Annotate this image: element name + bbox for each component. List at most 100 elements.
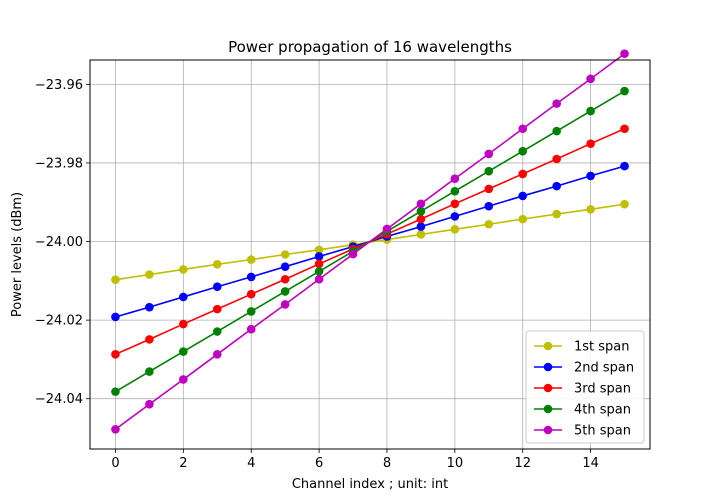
legend-marker <box>543 341 553 351</box>
legend-marker <box>543 383 553 393</box>
data-point <box>145 335 154 344</box>
y-tick-label: −23.98 <box>35 156 83 171</box>
legend-entry: 1st span <box>574 340 630 355</box>
data-point <box>450 199 460 209</box>
data-point <box>280 287 290 296</box>
data-point <box>314 274 324 284</box>
y-axis-label: Power levels (dBm) <box>10 192 25 317</box>
data-point <box>450 225 460 234</box>
data-point <box>416 230 426 239</box>
data-point <box>179 292 188 302</box>
data-point <box>586 106 595 116</box>
y-axis-ticks: −24.04 −24.02 −24.00 −23.98 −23.96 <box>35 78 90 407</box>
data-point <box>416 206 426 216</box>
data-point <box>246 255 256 264</box>
y-tick-label: −23.96 <box>35 78 83 93</box>
data-point <box>620 86 629 96</box>
data-point <box>518 214 528 224</box>
data-point <box>246 307 256 316</box>
data-point <box>212 350 222 359</box>
data-point <box>111 387 120 396</box>
legend-entry: 3rd span <box>574 382 631 397</box>
legend-entry: 5th span <box>574 424 631 439</box>
data-point <box>111 425 120 434</box>
data-point <box>212 304 222 314</box>
chart-title: Power propagation of 16 wavelengths <box>228 38 512 56</box>
data-point <box>416 222 426 231</box>
plot-area-frame <box>89 59 651 450</box>
series-5 <box>111 49 629 434</box>
data-point <box>314 252 324 261</box>
data-point <box>620 161 629 171</box>
data-point <box>552 209 561 219</box>
legend-entry: 2nd span <box>574 361 634 376</box>
data-point <box>518 169 528 179</box>
data-point <box>450 186 460 196</box>
data-point <box>518 124 528 134</box>
data-point <box>246 324 256 334</box>
data-point <box>484 149 494 159</box>
data-point <box>416 199 426 209</box>
data-point <box>145 270 154 279</box>
legend-box <box>525 330 645 444</box>
data-point <box>111 275 120 284</box>
data-point <box>518 146 528 156</box>
series-lines <box>111 49 629 434</box>
data-point <box>586 74 595 84</box>
x-axis-ticks: 0 2 4 6 8 10 12 14 <box>111 449 599 471</box>
x-tick-label: 14 <box>582 456 599 471</box>
data-point <box>620 124 629 134</box>
data-point <box>484 219 494 229</box>
data-point <box>212 260 222 269</box>
data-point <box>212 282 222 292</box>
y-tick-label: −24.02 <box>35 314 83 329</box>
x-tick-label: 10 <box>447 456 464 471</box>
x-axis-label: Channel index ; unit: int <box>292 477 448 492</box>
data-point <box>620 49 629 59</box>
data-point <box>620 199 629 209</box>
data-point <box>145 367 154 376</box>
x-tick-label: 2 <box>179 456 187 471</box>
data-point <box>552 126 561 136</box>
legend-entry: 4th span <box>574 403 631 418</box>
data-point <box>314 259 324 269</box>
y-tick-label: −24.00 <box>35 235 83 250</box>
data-point <box>586 171 595 181</box>
data-point <box>212 327 222 336</box>
data-point <box>280 250 290 259</box>
data-point <box>484 201 494 211</box>
data-point <box>280 262 290 271</box>
data-point <box>552 181 561 191</box>
data-point <box>484 184 494 194</box>
data-point <box>246 272 256 282</box>
data-point <box>179 319 188 329</box>
data-point <box>552 99 561 108</box>
legend-marker <box>543 362 553 372</box>
data-point <box>314 245 324 255</box>
data-point <box>246 289 256 299</box>
data-point <box>382 224 392 234</box>
legend: 1st span 2nd span 3rd span 4th span 5th span <box>525 330 645 444</box>
data-point <box>179 265 188 274</box>
y-tick-label: −24.04 <box>35 392 83 407</box>
data-point <box>586 139 595 148</box>
x-tick-label: 12 <box>514 456 531 471</box>
data-point <box>586 205 595 214</box>
x-tick-label: 4 <box>247 456 255 471</box>
x-tick-label: 6 <box>315 456 323 471</box>
x-tick-label: 8 <box>383 456 391 471</box>
data-point <box>111 350 120 359</box>
series-line <box>114 53 626 430</box>
data-point <box>280 300 290 309</box>
grid <box>90 60 650 449</box>
data-point <box>348 249 358 259</box>
data-point <box>484 166 494 176</box>
data-point <box>518 191 528 201</box>
data-point <box>145 399 154 409</box>
data-point <box>314 267 324 276</box>
data-point <box>416 214 426 224</box>
data-point <box>280 274 290 284</box>
data-point <box>552 154 561 164</box>
data-point <box>111 312 120 322</box>
data-point <box>145 302 154 312</box>
